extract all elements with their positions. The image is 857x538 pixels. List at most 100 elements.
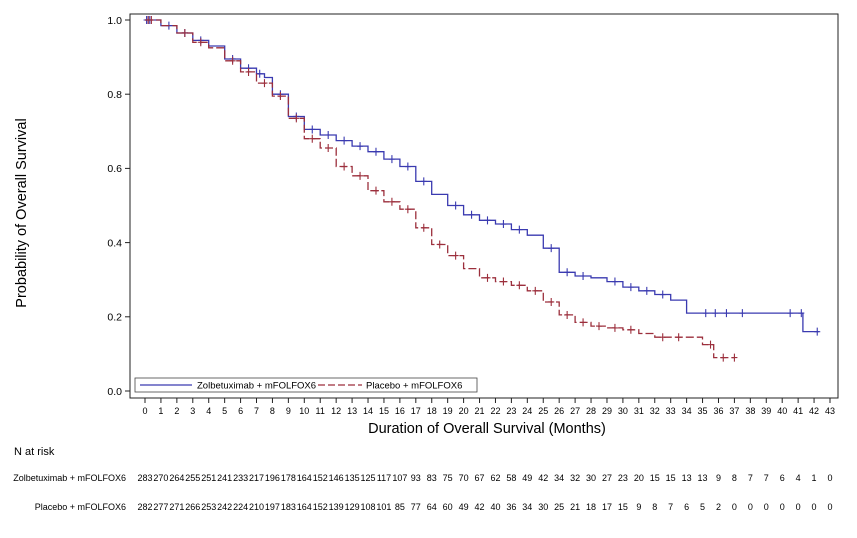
risk-value-1-41: 0 [796,502,801,512]
x-tick-label-39: 39 [761,406,771,416]
plot-frame [129,13,839,399]
x-tick-label-31: 31 [634,406,644,416]
censor-mark-1-32 [720,353,727,362]
censor-mark-0-33 [723,309,730,318]
risk-value-0-4: 251 [201,473,216,483]
risk-value-1-42: 0 [812,502,817,512]
censor-mark-1-18 [452,251,459,260]
series-line-0 [145,19,819,333]
risk-value-0-28: 30 [586,473,596,483]
legend-box [134,377,478,393]
legend-label-placebo: Placebo + mFOLFOX6 [366,381,462,392]
risk-value-0-13: 135 [345,473,360,483]
risk-value-0-22: 62 [490,473,500,483]
x-tick-label-42: 42 [809,406,819,416]
censor-mark-1-21 [516,281,523,290]
risk-value-0-7: 217 [249,473,264,483]
censor-mark-0-21 [484,216,491,225]
x-tick-label-4: 4 [206,406,211,416]
risk-value-1-29: 17 [602,502,612,512]
x-tick-label-2: 2 [174,406,179,416]
x-tick-label-17: 17 [411,406,421,416]
risk-value-0-39: 7 [764,473,769,483]
censor-mark-1-8 [293,114,300,123]
censor-mark-1-31 [707,340,714,349]
risk-value-0-40: 6 [780,473,785,483]
risk-value-1-20: 49 [459,502,469,512]
censor-mark-0-30 [659,290,666,299]
risk-value-0-20: 70 [459,473,469,483]
censor-mark-1-16 [420,223,427,232]
y-tick-label-5: 1.0 [107,15,122,27]
censor-mark-1-10 [325,143,332,152]
risk-value-0-26: 34 [554,473,564,483]
censor-mark-1-13 [372,186,379,195]
censor-mark-0-17 [404,162,411,171]
x-tick-label-8: 8 [270,406,275,416]
risk-value-1-37: 0 [732,502,737,512]
risk-value-0-6: 233 [233,473,248,483]
censor-mark-1-11 [341,162,348,171]
risk-value-0-21: 67 [475,473,485,483]
risk-value-0-11: 152 [313,473,328,483]
censor-mark-1-6 [261,79,268,88]
risk-value-1-2: 271 [169,502,184,512]
risk-value-1-13: 129 [345,502,360,512]
censor-mark-0-18 [420,177,427,186]
risk-value-0-41: 4 [796,473,801,483]
x-tick-label-43: 43 [825,406,835,416]
risk-value-1-39: 0 [764,502,769,512]
x-tick-label-16: 16 [395,406,405,416]
censor-mark-0-23 [516,225,523,234]
risk-value-0-5: 241 [217,473,232,483]
risk-value-1-4: 253 [201,502,216,512]
risk-value-0-17: 93 [411,473,421,483]
risk-value-0-24: 49 [522,473,532,483]
censor-mark-1-24 [564,310,571,319]
risk-value-1-7: 210 [249,502,264,512]
risk-value-0-2: 264 [169,473,184,483]
censor-mark-0-31 [702,309,709,318]
risk-value-0-35: 13 [698,473,708,483]
x-tick-label-25: 25 [538,406,548,416]
risk-value-1-34: 6 [684,502,689,512]
censor-mark-0-25 [564,268,571,277]
censor-mark-1-15 [404,205,411,214]
risk-value-0-32: 15 [650,473,660,483]
risk-value-1-10: 164 [297,502,312,512]
risk-value-1-31: 9 [636,502,641,512]
censor-mark-1-26 [596,322,603,331]
x-tick-label-6: 6 [238,406,243,416]
x-tick-label-9: 9 [286,406,291,416]
censor-mark-1-12 [357,171,364,180]
x-tick-label-30: 30 [618,406,628,416]
censor-mark-1-33 [731,353,738,362]
risk-value-1-28: 18 [586,502,596,512]
risk-value-1-43: 0 [827,502,832,512]
censor-mark-0-37 [814,327,821,336]
x-tick-label-32: 32 [650,406,660,416]
x-tick-label-27: 27 [570,406,580,416]
x-tick-label-40: 40 [777,406,787,416]
risk-value-1-0: 282 [137,502,152,512]
risk-value-1-8: 197 [265,502,280,512]
x-tick-label-38: 38 [745,406,755,416]
x-tick-label-33: 33 [666,406,676,416]
censor-mark-1-20 [500,277,507,286]
censor-mark-0-19 [452,201,459,210]
plot-area: 0.00.20.40.60.81.00 1 2 3 4 5 6 7 8 9 10 11 12 13 14 15… [107,13,839,512]
risk-value-0-30: 23 [618,473,628,483]
y-tick-label-2: 0.4 [107,237,122,249]
censor-mark-1-28 [627,325,634,334]
x-tick-label-34: 34 [682,406,692,416]
x-tick-label-5: 5 [222,406,227,416]
censor-mark-1-4 [229,56,236,65]
risk-value-0-31: 20 [634,473,644,483]
censor-mark-1-2 [181,28,188,37]
x-tick-label-24: 24 [522,406,532,416]
risk-value-0-27: 32 [570,473,580,483]
risk-value-1-24: 34 [522,502,532,512]
censor-mark-0-22 [500,220,507,229]
x-tick-label-19: 19 [443,406,453,416]
